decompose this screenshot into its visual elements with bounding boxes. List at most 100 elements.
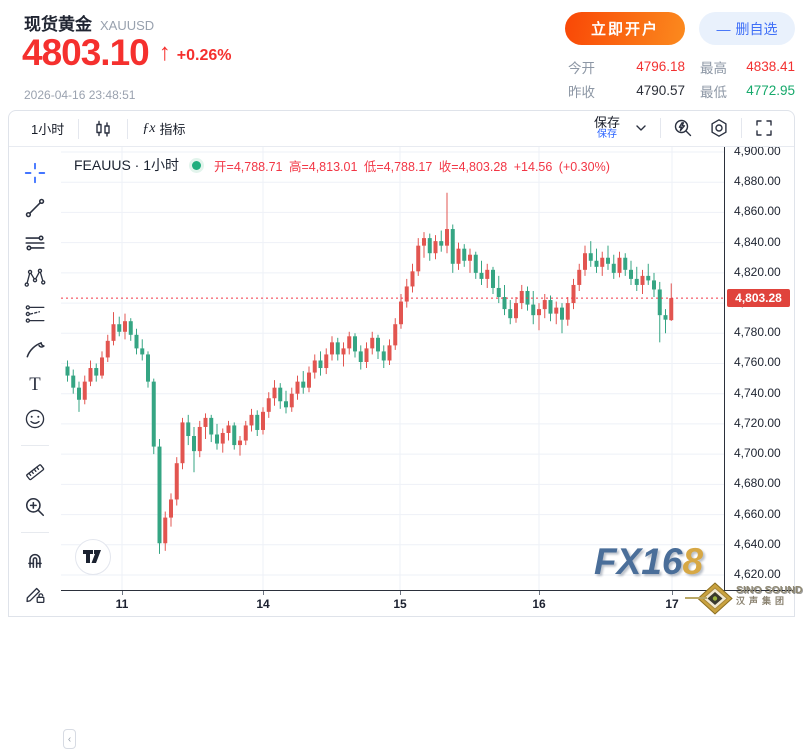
- price-row: 4803.10 ↑ +0.26%: [22, 32, 232, 74]
- price-axis-label: 4,720.00: [734, 415, 781, 430]
- chart-body: T: [9, 147, 794, 749]
- minus-icon: —: [716, 20, 731, 37]
- candlestick-chart: [61, 147, 724, 590]
- stat-day-low: 最低 4772.95: [700, 82, 795, 100]
- time-axis-tick: [400, 591, 401, 595]
- trend-line-tool[interactable]: [21, 194, 49, 221]
- zoom-in-tool[interactable]: [21, 493, 49, 520]
- fx-icon: ƒx: [142, 120, 156, 136]
- tradingview-logo[interactable]: [75, 539, 111, 575]
- instrument-symbol: XAUUSD: [100, 18, 155, 33]
- crosshair-tool[interactable]: [21, 159, 49, 186]
- fullscreen-button[interactable]: [746, 116, 782, 140]
- indicators-button[interactable]: ƒx 指标: [132, 115, 195, 143]
- stat-value: 4790.57: [636, 83, 685, 98]
- lock-drawings-tool[interactable]: [21, 581, 49, 608]
- long-position-tool[interactable]: [21, 300, 49, 327]
- fx168-gold-part: 8: [682, 541, 704, 582]
- instrument-header: 现货黄金 XAUUSD: [24, 10, 154, 35]
- time-axis[interactable]: 11 14 15 16 17: [61, 590, 794, 616]
- stat-label: 最低: [700, 84, 727, 100]
- divider: [741, 118, 742, 139]
- stat-today-open: 今开 4796.18: [568, 58, 685, 76]
- magnet-tool[interactable]: [21, 545, 49, 572]
- text-tool[interactable]: T: [21, 371, 49, 398]
- chart-widget: 1小时 ƒx 指标 保存 保存: [8, 110, 795, 749]
- fullscreen-icon: [756, 120, 772, 137]
- time-axis-label: 11: [115, 597, 129, 611]
- open-account-button[interactable]: 立即开户: [565, 12, 685, 45]
- fx168-watermark: FX168: [594, 541, 703, 583]
- axis-collapse-handle[interactable]: ‹: [63, 729, 76, 749]
- chart-style-button[interactable]: [83, 115, 123, 143]
- instrument-name: 现货黄金: [24, 15, 92, 34]
- chart-toolbar: 1小时 ƒx 指标 保存 保存: [9, 111, 794, 147]
- save-dropdown-button[interactable]: [626, 119, 656, 137]
- sino-text-en: SINO SOUND: [736, 584, 803, 596]
- time-axis-tick: [122, 591, 123, 595]
- parallel-lines-tool[interactable]: [21, 230, 49, 257]
- app-root: 现货黄金 XAUUSD 4803.10 ↑ +0.26% 2026-04-16 …: [8, 10, 803, 749]
- time-axis-label: 14: [256, 597, 270, 611]
- divider: [21, 445, 49, 446]
- divider: [78, 118, 80, 139]
- emoji-tool[interactable]: [21, 406, 49, 433]
- stat-value: 4772.95: [746, 83, 795, 98]
- time-axis-label: 16: [532, 597, 546, 611]
- change-percent: +0.26%: [176, 47, 232, 65]
- sino-text-cn: 汉声集团: [736, 596, 789, 607]
- quote-timestamp: 2026-04-16 23:48:51: [24, 88, 136, 102]
- status-dot-icon: [192, 160, 202, 170]
- divider: [660, 118, 661, 139]
- timeframe-button[interactable]: 1小时: [21, 115, 74, 143]
- price-axis-label: 4,780.00: [734, 325, 781, 340]
- quick-search-button[interactable]: [665, 116, 701, 140]
- chart-plot[interactable]: FEAUUS · 1小时 开=4,788.71 高=4,813.01 低=4,7…: [61, 147, 724, 590]
- save-label: 保存: [593, 115, 620, 131]
- remove-watchlist-button[interactable]: — 删自选: [699, 12, 795, 45]
- stat-day-high: 最高 4838.41: [700, 58, 795, 76]
- time-axis-tick: [672, 591, 673, 595]
- price-axis-label: 4,860.00: [734, 204, 781, 219]
- legend-symbol: FEAUUS · 1小时: [74, 157, 180, 173]
- indicators-label: 指标: [159, 122, 186, 137]
- price-axis-label: 4,640.00: [734, 536, 781, 551]
- price-axis-label: 4,680.00: [734, 476, 781, 491]
- stat-value: 4838.41: [746, 59, 795, 74]
- settings-button[interactable]: [701, 116, 737, 140]
- price-axis[interactable]: 4,803.28 4,900.00 4,880.00 4,860.00 4,840.0…: [724, 147, 794, 590]
- price-axis-label: 4,660.00: [734, 506, 781, 521]
- ruler-tool[interactable]: [21, 458, 49, 485]
- flash-search-icon: [674, 120, 692, 137]
- drawing-toolbar: T: [9, 147, 61, 616]
- sino-diamond-icon: [697, 582, 733, 615]
- brush-tool[interactable]: [21, 335, 49, 362]
- stat-prev-close: 昨收 4790.57: [568, 82, 685, 100]
- price-axis-label: 4,760.00: [734, 355, 781, 370]
- divider: [21, 532, 49, 534]
- last-price-tag: 4,803.28: [727, 289, 790, 308]
- time-axis-label: 17: [665, 597, 679, 611]
- stat-label: 昨收: [568, 84, 595, 100]
- save-button[interactable]: 保存 保存: [588, 116, 626, 140]
- up-arrow-icon: ↑: [158, 39, 171, 67]
- gear-icon: [711, 119, 727, 138]
- time-axis-label: 15: [393, 597, 407, 611]
- time-axis-tick: [539, 591, 540, 595]
- fx168-blue-part: FX16: [594, 541, 683, 582]
- price-axis-label: 4,740.00: [734, 385, 781, 400]
- divider: [127, 118, 129, 139]
- sino-decor-line: [685, 597, 707, 599]
- price-axis-label: 4,880.00: [734, 174, 781, 189]
- legend-ohlc: 开=4,788.71 高=4,813.01 低=4,788.17 收=4,803…: [214, 159, 610, 174]
- tradingview-glyph: [83, 550, 101, 563]
- svg-text:T: T: [29, 374, 41, 395]
- xabcd-pattern-tool[interactable]: [21, 265, 49, 292]
- stat-value: 4796.18: [636, 59, 685, 74]
- price-axis-label: 4,620.00: [734, 566, 781, 581]
- save-sub-label: 保存: [596, 129, 617, 141]
- price-axis-label: 4,840.00: [734, 234, 781, 249]
- price-axis-label: 4,900.00: [734, 147, 781, 158]
- sino-sound-watermark: SINO SOUND 汉声集团: [685, 582, 803, 615]
- chart-legend: FEAUUS · 1小时 开=4,788.71 高=4,813.01 低=4,7…: [74, 155, 610, 175]
